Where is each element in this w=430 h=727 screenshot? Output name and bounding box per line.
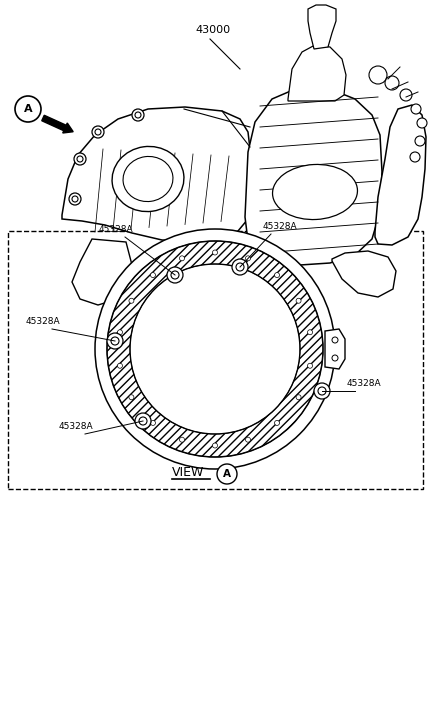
Circle shape xyxy=(295,395,301,400)
Circle shape xyxy=(130,264,299,434)
Text: 45328A: 45328A xyxy=(98,225,133,234)
Circle shape xyxy=(179,256,184,261)
Circle shape xyxy=(92,126,104,138)
Circle shape xyxy=(295,298,301,303)
Ellipse shape xyxy=(123,156,172,201)
Circle shape xyxy=(15,96,41,122)
Text: 45328A: 45328A xyxy=(58,422,93,431)
Circle shape xyxy=(166,267,183,283)
Circle shape xyxy=(245,256,250,261)
Circle shape xyxy=(274,420,279,425)
Circle shape xyxy=(307,364,312,369)
Circle shape xyxy=(107,241,322,457)
Circle shape xyxy=(150,420,155,425)
Circle shape xyxy=(212,443,217,448)
Circle shape xyxy=(117,330,122,334)
Circle shape xyxy=(107,333,123,349)
Circle shape xyxy=(384,76,398,90)
Text: 45328A: 45328A xyxy=(25,317,60,326)
Circle shape xyxy=(245,437,250,442)
Polygon shape xyxy=(307,5,335,49)
Circle shape xyxy=(117,364,122,369)
Circle shape xyxy=(95,129,101,135)
Circle shape xyxy=(77,156,83,162)
Circle shape xyxy=(274,273,279,278)
Circle shape xyxy=(69,193,81,205)
Circle shape xyxy=(331,337,337,343)
Circle shape xyxy=(95,229,334,469)
Circle shape xyxy=(414,136,424,146)
Ellipse shape xyxy=(112,146,184,212)
Polygon shape xyxy=(72,239,132,305)
Circle shape xyxy=(368,66,386,84)
Ellipse shape xyxy=(272,164,356,220)
Circle shape xyxy=(132,109,144,121)
Circle shape xyxy=(313,383,329,399)
Circle shape xyxy=(135,112,141,118)
Circle shape xyxy=(129,298,134,303)
Circle shape xyxy=(135,413,150,429)
Polygon shape xyxy=(374,105,425,245)
Circle shape xyxy=(72,196,78,202)
Text: 43000: 43000 xyxy=(194,25,230,35)
Circle shape xyxy=(399,89,411,101)
Polygon shape xyxy=(324,329,344,369)
Circle shape xyxy=(150,273,155,278)
Bar xyxy=(8,231,422,489)
FancyArrow shape xyxy=(42,116,73,133)
Polygon shape xyxy=(287,45,345,101)
Polygon shape xyxy=(62,107,252,242)
Text: VIEW: VIEW xyxy=(172,466,204,479)
Circle shape xyxy=(416,118,426,128)
Circle shape xyxy=(409,152,419,162)
Circle shape xyxy=(179,437,184,442)
Circle shape xyxy=(307,330,312,334)
Circle shape xyxy=(212,250,217,255)
Circle shape xyxy=(231,259,247,275)
Circle shape xyxy=(317,387,325,395)
Circle shape xyxy=(129,395,134,400)
Text: 45328A: 45328A xyxy=(346,379,381,388)
Circle shape xyxy=(111,337,119,345)
Circle shape xyxy=(74,153,86,165)
Polygon shape xyxy=(244,87,381,265)
Polygon shape xyxy=(331,251,395,297)
Circle shape xyxy=(331,355,337,361)
Circle shape xyxy=(171,271,178,279)
Text: A: A xyxy=(24,104,32,114)
Circle shape xyxy=(236,263,243,271)
Circle shape xyxy=(216,464,236,484)
Circle shape xyxy=(410,104,420,114)
Text: A: A xyxy=(222,469,230,479)
Text: 45328A: 45328A xyxy=(262,222,297,231)
Circle shape xyxy=(139,417,147,425)
